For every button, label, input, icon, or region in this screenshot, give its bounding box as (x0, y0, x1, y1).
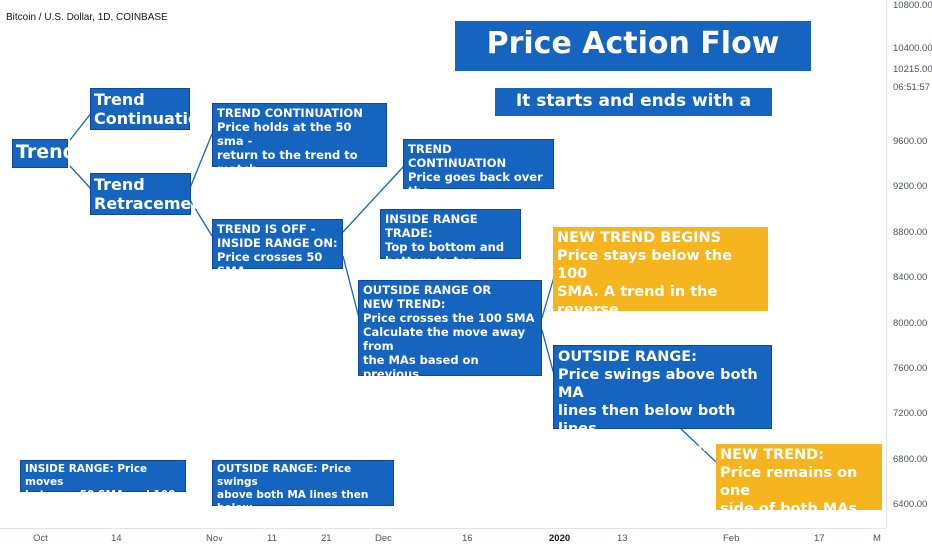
time-label-2020: 2020 (549, 533, 571, 544)
time-label-13: 13 (617, 533, 628, 544)
time-label-nov: Nov (206, 533, 223, 544)
connector-retracement-continuation1 (189, 133, 213, 189)
time-label-16: 16 (462, 533, 473, 544)
price-label-7600: 7600.00 (893, 363, 928, 374)
time-label-14: 14 (111, 533, 122, 544)
node-outside-range-or-new-trend: OUTSIDE RANGE OR NEW TREND: Price crosse… (358, 280, 542, 395)
price-label-9600: 9600.00 (893, 136, 928, 147)
definition-outside-range: OUTSIDE RANGE: Price swings above both M… (212, 460, 394, 540)
node-trend-continuation: Trend Continuation (90, 88, 210, 130)
flow-chart-title: Price Action Flow Chart (455, 21, 811, 107)
price-label-7200: 7200.00 (893, 408, 928, 419)
connector-trendoff-outside (342, 255, 361, 323)
time-label-21: 21 (321, 533, 332, 544)
price-label-10800: 10800.00 (893, 0, 932, 11)
connector-trend-continuation (69, 111, 93, 141)
price-label-6400: 6400.00 (893, 499, 928, 510)
time-label-17: 17 (814, 533, 825, 544)
connector-trendoff-continuation2 (342, 165, 405, 233)
price-label-8000: 8000.00 (893, 318, 928, 329)
connector-retracement-trendoff (189, 199, 213, 237)
price-label-8800: 8800.00 (893, 227, 928, 238)
node-trend-continuation-hold: TREND CONTINUATION Price holds at the 50… (212, 103, 387, 190)
node-new-trend: NEW TREND: Price remains on one side of … (716, 444, 882, 517)
node-inside-range-trade: INSIDE RANGE TRADE: Top to bottom and bo… (380, 209, 521, 268)
price-label-6800: 6800.00 (893, 454, 928, 465)
chart-symbol-title: Bitcoin / U.S. Dollar, 1D, COINBASE (6, 12, 168, 23)
time-label-m: M (873, 533, 881, 544)
node-trend: Trend (12, 139, 76, 168)
node-trend-is-off: TREND IS OFF - INSIDE RANGE ON: Price cr… (212, 219, 343, 278)
countdown-label: 06:51:57 (893, 82, 930, 93)
time-label-11: 11 (267, 533, 277, 544)
price-label-8400: 8400.00 (893, 272, 928, 283)
price-label-10400: 10400.00 (893, 43, 932, 54)
node-new-trend-begins: NEW TREND BEGINS Price stays below the 1… (553, 227, 768, 336)
connector-trend-retracement (69, 165, 93, 191)
definition-inside-range: INSIDE RANGE: Price moves between 50 SMA… (20, 460, 186, 514)
price-label-10215: 10215.00 (893, 64, 932, 75)
time-label-feb: Feb (723, 533, 740, 544)
price-label-9200: 9200.00 (893, 181, 928, 192)
time-label-oct: Oct (33, 533, 48, 544)
node-trend-retracement: Trend Retracement (90, 173, 210, 215)
node-trend-continuation-resumes: TREND CONTINUATION Price goes back over … (403, 139, 554, 226)
connector-outsiderange-newtrend (679, 427, 717, 463)
time-label-dec: Dec (375, 533, 392, 544)
flow-chart-subtitle: It starts and ends with a trend (495, 88, 772, 137)
time-axis[interactable] (0, 528, 886, 550)
price-axis[interactable] (886, 0, 932, 528)
node-outside-range: OUTSIDE RANGE: Price swings above both M… (553, 345, 772, 455)
